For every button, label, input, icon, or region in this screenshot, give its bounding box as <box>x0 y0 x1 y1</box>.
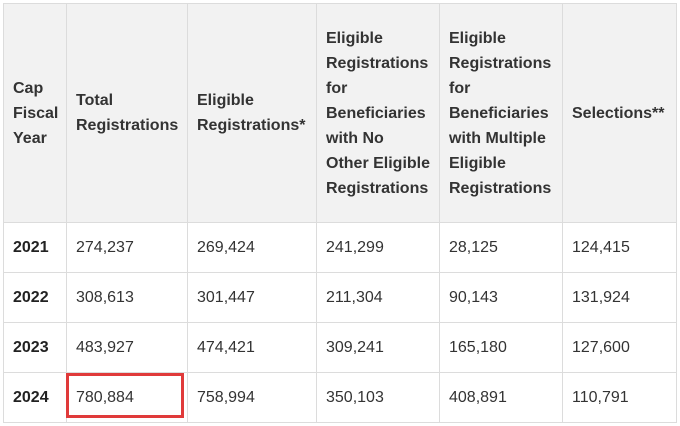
cell-eligible-registrations: 269,424 <box>187 222 317 273</box>
cell-eligible-multiple: 90,143 <box>439 272 563 323</box>
cell-eligible-no-other: 309,241 <box>316 322 440 373</box>
table-row: 2024 780,884 758,994 350,103 408,891 110… <box>3 372 677 423</box>
header-eligible-registrations: Eligible Registrations* <box>187 3 317 223</box>
header-eligible-no-other: Eligible Registrations for Beneficiaries… <box>316 3 440 223</box>
cell-selections: 131,924 <box>562 272 677 323</box>
header-selections: Selections** <box>562 3 677 223</box>
cell-total-registrations: 308,613 <box>66 272 188 323</box>
cell-eligible-registrations: 758,994 <box>187 372 317 423</box>
header-eligible-multiple: Eligible Registrations for Beneficiaries… <box>439 3 563 223</box>
cell-eligible-multiple: 28,125 <box>439 222 563 273</box>
cell-eligible-no-other: 241,299 <box>316 222 440 273</box>
cell-eligible-registrations: 301,447 <box>187 272 317 323</box>
cell-year: 2023 <box>3 322 67 373</box>
header-row: Cap Fiscal Year Total Registrations Elig… <box>3 3 677 223</box>
cell-eligible-multiple: 408,891 <box>439 372 563 423</box>
cell-selections: 110,791 <box>562 372 677 423</box>
header-cap-fiscal-year: Cap Fiscal Year <box>3 3 67 223</box>
cell-selections: 127,600 <box>562 322 677 373</box>
cell-selections: 124,415 <box>562 222 677 273</box>
cell-total-registrations-highlighted: 780,884 <box>66 372 188 423</box>
table-body: 2021 274,237 269,424 241,299 28,125 124,… <box>3 222 677 423</box>
cell-year: 2022 <box>3 272 67 323</box>
cell-year: 2021 <box>3 222 67 273</box>
cell-total-registrations: 483,927 <box>66 322 188 373</box>
table-row: 2021 274,237 269,424 241,299 28,125 124,… <box>3 222 677 273</box>
cell-eligible-multiple: 165,180 <box>439 322 563 373</box>
table-row: 2022 308,613 301,447 211,304 90,143 131,… <box>3 272 677 323</box>
table-header: Cap Fiscal Year Total Registrations Elig… <box>3 3 677 223</box>
cell-total-registrations: 274,237 <box>66 222 188 273</box>
cell-eligible-no-other: 350,103 <box>316 372 440 423</box>
cell-year: 2024 <box>3 372 67 423</box>
cell-eligible-registrations: 474,421 <box>187 322 317 373</box>
h1b-registrations-table: Cap Fiscal Year Total Registrations Elig… <box>3 3 677 423</box>
table-row: 2023 483,927 474,421 309,241 165,180 127… <box>3 322 677 373</box>
cell-eligible-no-other: 211,304 <box>316 272 440 323</box>
header-total-registrations: Total Registrations <box>66 3 188 223</box>
